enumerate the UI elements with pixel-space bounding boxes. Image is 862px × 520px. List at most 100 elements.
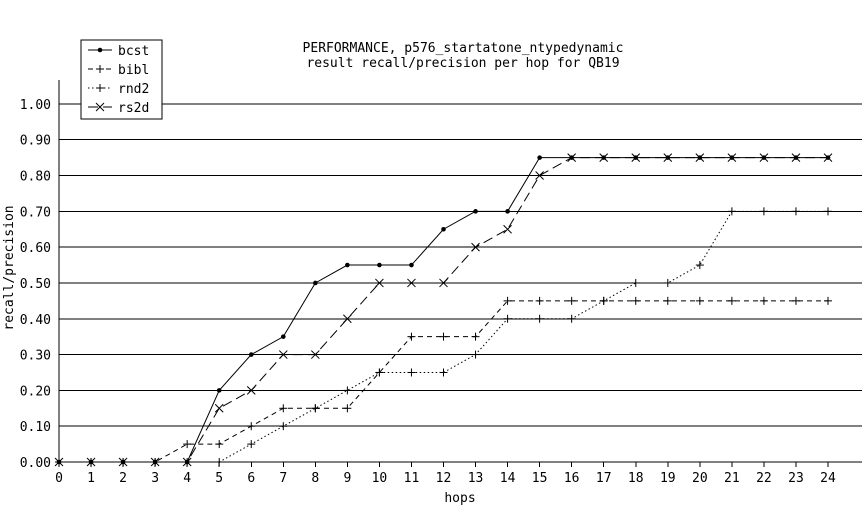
data-point-rs2d xyxy=(727,153,737,162)
data-point-rs2d xyxy=(695,153,705,162)
data-point-rs2d xyxy=(86,457,96,467)
x-tick-label: 23 xyxy=(788,471,804,486)
x-tick-label: 4 xyxy=(183,471,191,486)
data-point-bibl xyxy=(695,296,704,305)
x-tick-label: 6 xyxy=(247,471,255,486)
data-point-bcst xyxy=(505,209,510,214)
data-point-rs2d xyxy=(407,278,416,288)
data-point-bcst xyxy=(248,352,254,357)
data-point-bibl xyxy=(407,332,416,341)
x-tick-label: 21 xyxy=(724,471,740,486)
x-tick-label: 24 xyxy=(820,471,836,486)
data-point-bcst xyxy=(409,262,414,268)
data-point-rnd2 xyxy=(343,386,352,395)
data-point-rnd2 xyxy=(663,278,672,287)
series-lines xyxy=(54,153,833,467)
data-point-bibl xyxy=(279,404,288,413)
y-tick-label: 0.20 xyxy=(20,384,51,399)
series-line-bcst xyxy=(59,157,828,463)
data-point-bibl xyxy=(759,296,768,305)
data-point-bibl xyxy=(503,296,512,305)
y-tick-label: 0.60 xyxy=(20,241,51,256)
data-point-bcst xyxy=(473,209,478,214)
x-tick-label: 19 xyxy=(660,471,676,486)
tick-labels: 0.00 0.10 0.20 0.30 0.40 0.50 0.60 0.70 0.80 0.90… xyxy=(20,98,836,486)
data-point-rnd2 xyxy=(631,278,640,287)
x-tick-label: 7 xyxy=(279,471,287,486)
legend-marker-rs2d xyxy=(95,102,105,112)
x-tick-label: 13 xyxy=(468,471,484,486)
data-point-rs2d xyxy=(343,314,352,324)
data-point-rs2d xyxy=(150,457,160,467)
x-tick-label: 10 xyxy=(372,471,388,486)
x-tick-label: 18 xyxy=(628,471,644,486)
x-tick-label: 5 xyxy=(215,471,223,486)
data-point-rs2d xyxy=(791,153,801,162)
data-point-rnd2 xyxy=(471,350,480,359)
data-point-rs2d xyxy=(214,403,224,413)
x-tick-label: 1 xyxy=(87,471,95,486)
data-point-rs2d xyxy=(439,278,448,288)
data-point-rnd2 xyxy=(535,314,544,323)
y-tick-label: 1.00 xyxy=(20,98,51,113)
data-point-rnd2 xyxy=(567,314,576,323)
y-tick-label: 0.30 xyxy=(20,349,51,364)
x-tick-label: 14 xyxy=(500,471,516,486)
data-point-rnd2 xyxy=(215,458,224,466)
chart-title-line-1: PERFORMANCE, p576_startatone_ntypedynami… xyxy=(303,41,624,56)
data-point-rnd2 xyxy=(503,314,512,323)
x-tick-label: 20 xyxy=(692,471,708,486)
data-point-bibl xyxy=(247,422,256,431)
data-point-bcst xyxy=(537,155,542,160)
legend-label-bcst: bcst xyxy=(118,44,149,59)
y-tick-label: 0.10 xyxy=(20,420,51,435)
legend-label-rs2d: rs2d xyxy=(118,101,149,116)
data-point-rs2d xyxy=(631,153,641,162)
data-point-rs2d xyxy=(246,386,256,395)
x-tick-label: 15 xyxy=(532,471,548,486)
data-point-rnd2 xyxy=(759,207,768,216)
data-point-bcst xyxy=(280,334,286,339)
data-point-bibl xyxy=(727,296,736,305)
x-tick-label: 11 xyxy=(404,471,420,486)
data-point-rs2d xyxy=(310,350,320,359)
x-axis-label: hops xyxy=(444,491,475,506)
y-tick-label: 0.50 xyxy=(20,277,51,292)
data-point-bibl xyxy=(343,404,352,413)
x-tick-label: 17 xyxy=(596,471,612,486)
y-axis-label: recall/precision xyxy=(2,205,17,330)
axes xyxy=(55,80,862,467)
series-line-rs2d xyxy=(59,157,828,463)
y-tick-label: 0.00 xyxy=(20,456,51,471)
data-point-bibl xyxy=(663,296,672,305)
x-tick-label: 2 xyxy=(119,471,127,486)
data-point-rnd2 xyxy=(311,404,320,413)
data-point-bibl xyxy=(567,296,576,305)
data-point-bcst xyxy=(345,262,350,268)
data-point-bibl xyxy=(471,332,480,341)
data-point-bibl xyxy=(535,296,544,305)
series-line-bibl xyxy=(59,300,828,463)
data-point-rs2d xyxy=(663,153,673,162)
legend-item-rs2d: rs2d xyxy=(88,101,149,116)
x-tick-label: 9 xyxy=(343,471,351,486)
x-tick-label: 3 xyxy=(151,471,159,486)
y-tick-label: 0.70 xyxy=(20,205,51,220)
data-point-rnd2 xyxy=(439,368,448,377)
series-bcst xyxy=(56,155,831,465)
x-tick-label: 22 xyxy=(756,471,772,486)
data-point-bcst xyxy=(441,226,446,232)
legend: bcst bibl rnd2 rs2d xyxy=(80,39,163,120)
legend-label-rnd2: rnd2 xyxy=(118,82,149,97)
grid-lines xyxy=(59,103,862,463)
data-point-rnd2 xyxy=(824,207,832,216)
data-point-rnd2 xyxy=(279,422,288,431)
legend-marker-rnd2 xyxy=(96,84,104,92)
legend-item-bibl: bibl xyxy=(88,63,149,78)
legend-marker-bibl xyxy=(96,65,104,73)
data-point-rs2d xyxy=(182,457,192,467)
data-point-bcst xyxy=(313,280,318,286)
data-point-bibl xyxy=(791,296,800,305)
data-point-rs2d xyxy=(759,153,769,162)
